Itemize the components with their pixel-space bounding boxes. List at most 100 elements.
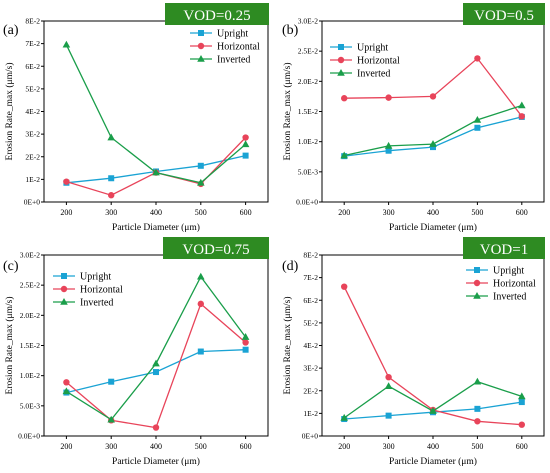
data-point-horizontal (474, 418, 481, 425)
data-point-inverted (107, 133, 115, 141)
y-tick-label: 3.0E-2 (298, 17, 318, 26)
legend-label-horizontal: Horizontal (357, 56, 400, 67)
data-point-inverted (473, 377, 482, 385)
data-point-inverted (152, 359, 160, 367)
legend: Upright Horizontal Inverted (190, 29, 260, 66)
y-tick-label: 7E-2 (303, 273, 318, 282)
data-point-upright (153, 369, 159, 376)
data-point-upright (474, 405, 481, 412)
vod-badge (165, 3, 269, 25)
y-tick-label: 2.0E-2 (20, 311, 40, 320)
y-tick-label: 2E-2 (25, 152, 40, 161)
data-point-inverted (429, 140, 437, 147)
vod-badge-label: VOD=0.5 (474, 8, 534, 24)
y-tick-label: 1.5E-2 (298, 107, 318, 116)
chart-panel-a: 0E+0 1E-2 2E-2 3E-2 4E-2 5E-2 6E-2 7E-2 8E-2 200 3… (3, 3, 269, 233)
y-tick-label: 3E-2 (303, 364, 318, 373)
data-point-horizontal (242, 134, 249, 141)
data-point-upright (197, 162, 204, 169)
legend-label-horizontal: Horizontal (217, 42, 260, 53)
data-point-upright (385, 147, 392, 154)
y-tick-label: 4E-2 (25, 107, 40, 116)
data-point-horizontal (242, 339, 249, 346)
y-tick-label: 2.5E-2 (298, 47, 318, 56)
y-tick-label: 5.0E-3 (20, 401, 40, 410)
legend-marker-upright (474, 267, 480, 273)
y-tick-label: 2.5E-2 (20, 281, 40, 290)
legend-label-horizontal: Horizontal (493, 279, 536, 290)
x-tick-label: 400 (427, 442, 439, 451)
y-tick-label: 0E+0 (302, 432, 319, 441)
x-tick-label: 400 (150, 208, 162, 217)
panel-label: (b) (282, 23, 299, 38)
x-tick-label: 600 (516, 442, 528, 451)
x-tick-label: 200 (60, 442, 72, 451)
legend-label-upright: Upright (493, 266, 524, 277)
data-point-upright (108, 378, 115, 385)
x-tick-label: 400 (427, 208, 439, 217)
legend-label-inverted: Inverted (493, 292, 526, 303)
data-point-inverted (62, 40, 71, 48)
data-point-horizontal (197, 300, 204, 308)
x-tick-label: 500 (471, 208, 483, 217)
chart-panel-c: 0.0E+0 5.0E-3 1.0E-2 1.5E-2 2.0E-2 2.5E-2 3.0E… (3, 237, 269, 467)
data-point-horizontal (108, 192, 115, 199)
y-tick-label: 3.0E-2 (20, 251, 40, 260)
legend-label-upright: Upright (80, 272, 111, 283)
y-axis-title: Erosion Rate_max (μm/s) (4, 63, 15, 161)
y-tick-label: 0E+0 (24, 198, 41, 207)
vod-badge-label: VOD=0.25 (183, 8, 250, 24)
data-point-inverted (340, 151, 348, 159)
y-tick-label: 4E-2 (303, 341, 318, 350)
y-tick-label: 0.0E+0 (18, 432, 40, 441)
data-point-inverted (152, 168, 160, 176)
y-tick-label: 1E-2 (303, 409, 318, 418)
x-tick-label: 300 (105, 442, 117, 451)
data-point-upright (430, 144, 436, 151)
data-point-upright (108, 175, 115, 182)
x-axis-title: Particle Diameter (μm) (112, 456, 200, 467)
data-point-horizontal (63, 379, 70, 386)
y-axis-title: Erosion Rate_max (μm/s) (282, 297, 293, 395)
data-point-horizontal (385, 373, 392, 381)
x-tick-label: 500 (195, 208, 207, 217)
data-point-upright (518, 399, 525, 406)
x-tick-label: 600 (240, 208, 252, 217)
x-tick-label: 300 (105, 208, 117, 217)
data-point-upright (197, 348, 204, 355)
chart-panel-d: 0E+0 1E-2 2E-2 3E-2 4E-2 5E-2 6E-2 7E-2 8E-2 200 3… (282, 237, 545, 467)
x-tick-label: 500 (195, 442, 207, 451)
y-tick-label: 6E-2 (25, 62, 40, 71)
legend-marker-horizontal (337, 56, 345, 64)
legend-marker-horizontal (197, 42, 205, 50)
data-point-inverted (473, 115, 482, 123)
data-point-horizontal (429, 93, 437, 100)
data-point-horizontal (474, 55, 481, 62)
y-tick-label: 5.0E-3 (298, 167, 318, 176)
y-tick-label: 2E-2 (303, 386, 318, 395)
x-tick-label: 200 (60, 208, 72, 217)
x-tick-label: 200 (338, 442, 350, 451)
data-point-horizontal (341, 283, 348, 290)
vod-badge (463, 237, 545, 259)
legend-marker-horizontal (473, 279, 481, 287)
legend-label-upright: Upright (357, 43, 388, 54)
data-point-horizontal (341, 95, 348, 102)
legend-marker-inverted (473, 292, 481, 299)
data-point-inverted (518, 392, 526, 400)
legend-marker-inverted (337, 69, 345, 76)
legend-marker-inverted (60, 298, 68, 305)
data-point-inverted (197, 272, 205, 280)
data-point-upright (474, 124, 481, 131)
series-line-horizontal (343, 286, 522, 426)
legend-label-horizontal: Horizontal (80, 285, 123, 296)
data-point-inverted (429, 407, 437, 414)
series-line-horizontal (344, 57, 523, 117)
legend-marker-upright (338, 44, 344, 50)
x-axis-title: Particle Diameter (μm) (389, 456, 477, 467)
x-tick-label: 500 (471, 442, 483, 451)
data-point-inverted (107, 415, 115, 423)
panel-label: (c) (3, 259, 19, 274)
x-axis-title: Particle Diameter (μm) (112, 222, 200, 233)
